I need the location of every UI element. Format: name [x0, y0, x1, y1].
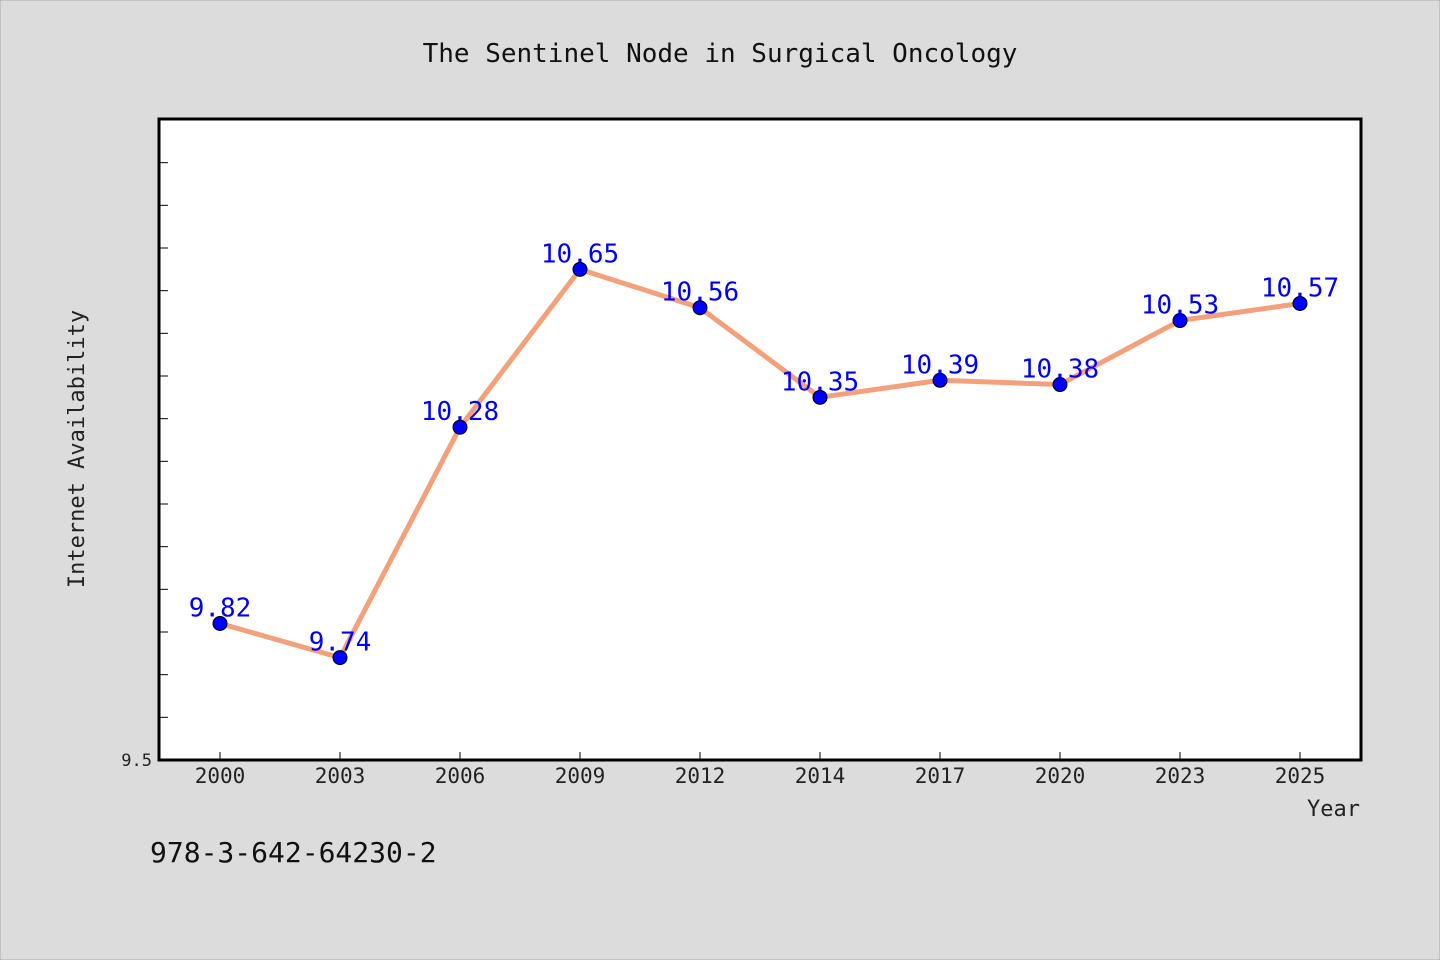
data-label: 9.74: [309, 628, 372, 658]
data-point: [452, 419, 468, 435]
data-label: 10.39: [901, 350, 979, 380]
data-point: [812, 389, 828, 405]
x-tick-label: 2000: [195, 764, 246, 788]
chart-title: The Sentinel Node in Surgical Oncology: [423, 39, 1018, 69]
x-tick-label: 2020: [1035, 764, 1086, 788]
data-points: [212, 261, 1308, 666]
x-tick-label: 2014: [795, 764, 846, 788]
data-label: 10.38: [1021, 355, 1099, 385]
y-axis-label: Internet Availability: [65, 310, 90, 588]
data-point: [1292, 295, 1308, 311]
x-tick-label: 2017: [915, 764, 966, 788]
data-label: 10.28: [421, 397, 499, 427]
data-label: 10.65: [541, 239, 619, 269]
data-labels: 9.82 9.74 10.28 10.65 10.56 10.35 10.39 10.38 10…: [189, 239, 1339, 657]
data-point: [692, 300, 708, 316]
data-label: 10.35: [781, 367, 859, 397]
x-tick-label: 2012: [675, 764, 726, 788]
plot-area: [157, 117, 1363, 762]
x-axis: 2000 2003 2006 2009 2012 2014 2017 2020 2023 2025: [195, 752, 1326, 788]
x-tick-label: 2023: [1155, 764, 1206, 788]
data-label: 10.53: [1141, 291, 1219, 321]
x-tick-label: 2003: [315, 764, 366, 788]
data-point: [332, 650, 348, 666]
data-point: [212, 615, 228, 631]
data-point: [1172, 313, 1188, 329]
data-label: 10.56: [661, 278, 739, 308]
isbn-text: 978-3-642-64230-2: [150, 836, 437, 869]
data-label: 10.57: [1261, 273, 1339, 303]
data-point: [932, 372, 948, 388]
data-point: [572, 261, 588, 277]
data-point: [1052, 377, 1068, 393]
data-label: 9.82: [189, 593, 252, 623]
y-tick-label: 9.5: [121, 751, 152, 771]
series-line: [219, 266, 1301, 661]
x-axis-label: Year: [1307, 797, 1360, 822]
x-tick-label: 2006: [435, 764, 486, 788]
y-axis-ticks: [160, 162, 168, 718]
x-tick-label: 2009: [555, 764, 606, 788]
x-tick-label: 2025: [1275, 764, 1326, 788]
